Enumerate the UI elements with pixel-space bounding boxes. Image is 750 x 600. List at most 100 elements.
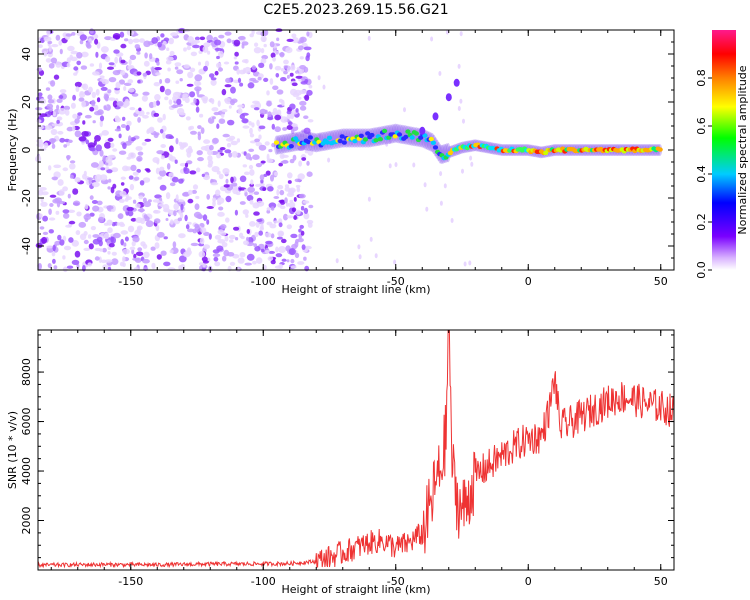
noise-blob xyxy=(39,98,47,105)
noise-blob xyxy=(283,70,288,75)
noise-blob xyxy=(295,108,299,113)
noise-blob xyxy=(252,80,259,83)
noise-blob xyxy=(173,210,177,217)
noise-blob xyxy=(178,209,182,215)
noise-blob xyxy=(304,94,310,101)
noise-blob xyxy=(87,234,92,239)
noise-blob xyxy=(282,127,288,131)
noise-blob xyxy=(266,90,270,96)
snr-axes: -150 -100 -50 0 50 2000 4000 6000 8000 xyxy=(20,330,674,588)
noise-blob xyxy=(201,173,205,177)
noise-blob xyxy=(65,33,73,37)
noise-blob xyxy=(128,38,134,45)
noise-blob xyxy=(138,107,142,112)
noise-blob xyxy=(258,144,267,151)
noise-blob xyxy=(72,200,81,207)
noise-blob xyxy=(270,233,275,239)
noise-blob xyxy=(136,168,141,173)
noise-blob xyxy=(202,260,209,264)
noise-blob xyxy=(271,142,276,148)
noise-blob xyxy=(283,213,288,221)
noise-blob xyxy=(461,168,464,174)
noise-blob xyxy=(258,230,264,236)
noise-blob xyxy=(73,72,78,76)
noise-blob xyxy=(242,125,250,129)
noise-blob xyxy=(256,218,263,222)
noise-blob xyxy=(267,186,274,192)
signal-core xyxy=(430,140,436,145)
noise-blob xyxy=(120,230,129,235)
signal-core xyxy=(339,134,345,139)
noise-blob xyxy=(271,123,275,130)
noise-blob xyxy=(65,224,72,228)
noise-blob xyxy=(261,55,269,60)
noise-blob xyxy=(95,144,103,152)
noise-blob xyxy=(256,257,263,264)
noise-blob xyxy=(163,37,170,42)
noise-blob xyxy=(168,37,174,45)
noise-blob xyxy=(266,100,272,107)
noise-blob xyxy=(163,236,168,240)
noise-blob xyxy=(104,36,112,41)
noise-blob xyxy=(290,88,297,96)
noise-blob xyxy=(88,177,92,185)
noise-blob xyxy=(248,121,252,126)
noise-blob xyxy=(62,266,68,273)
noise-blob xyxy=(88,86,93,93)
noise-blob xyxy=(160,144,166,148)
noise-blob xyxy=(123,86,127,91)
noise-blob xyxy=(256,119,260,127)
noise-blob xyxy=(139,180,145,186)
noise-blob xyxy=(96,97,101,103)
noise-blob xyxy=(153,112,160,117)
noise-blob xyxy=(278,222,283,228)
noise-blob xyxy=(385,141,389,147)
spectrogram-x-label: Height of straight line (km) xyxy=(281,283,430,296)
noise-blob xyxy=(94,38,99,45)
noise-blob xyxy=(291,82,298,87)
spectrogram-data xyxy=(35,27,663,273)
noise-blob xyxy=(118,198,125,203)
noise-blob xyxy=(114,128,122,132)
noise-blob xyxy=(260,248,265,253)
noise-blob xyxy=(269,78,274,85)
noise-blob xyxy=(296,96,302,101)
noise-blob xyxy=(68,220,76,225)
noise-blob xyxy=(165,218,169,221)
noise-blob xyxy=(459,31,463,37)
signal-core xyxy=(428,136,434,142)
noise-blob xyxy=(260,35,267,43)
noise-blob xyxy=(184,162,189,168)
noise-blob xyxy=(294,178,301,183)
noise-blob xyxy=(142,91,150,96)
noise-blob xyxy=(59,239,65,246)
noise-blob xyxy=(259,108,267,115)
noise-blob xyxy=(126,120,132,127)
noise-blob xyxy=(208,159,214,166)
noise-blob xyxy=(249,221,256,227)
noise-blob xyxy=(129,246,136,251)
y-tick-label: 4000 xyxy=(20,457,33,485)
noise-blob xyxy=(88,243,94,250)
noise-blob xyxy=(358,254,362,260)
signal-core xyxy=(358,133,364,138)
noise-blob xyxy=(302,200,310,204)
noise-blob xyxy=(281,238,287,244)
noise-blob xyxy=(286,259,290,263)
noise-blob xyxy=(42,231,49,235)
signal-core xyxy=(377,137,383,142)
noise-blob xyxy=(66,155,70,161)
noise-blob xyxy=(71,259,80,265)
noise-blob xyxy=(278,162,284,167)
noise-blob xyxy=(123,242,127,247)
noise-blob xyxy=(212,137,219,144)
noise-blob xyxy=(216,153,222,159)
noise-blob xyxy=(153,209,159,214)
noise-blob xyxy=(115,81,121,89)
noise-blob xyxy=(55,34,61,41)
noise-blob xyxy=(120,238,124,246)
noise-blob xyxy=(185,224,190,230)
noise-blob xyxy=(162,203,170,211)
y-tick-label: 8000 xyxy=(20,358,33,386)
noise-blob xyxy=(187,145,193,153)
